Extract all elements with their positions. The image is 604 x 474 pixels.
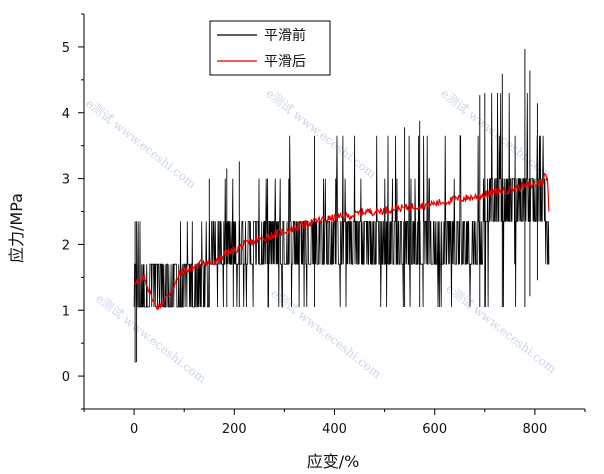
legend-box <box>209 20 331 76</box>
watermark: e测试 www.eceshi.com <box>263 86 380 182</box>
watermark: e测试 www.eceshi.com <box>83 96 200 192</box>
x-tick-label: 200 <box>222 422 247 437</box>
y-tick-label: 2 <box>62 238 70 253</box>
x-tick-label: 400 <box>322 422 347 437</box>
x-axis-title: 应变/% <box>307 452 360 471</box>
y-tick-label: 3 <box>62 173 70 188</box>
y-tick-label: 1 <box>62 304 70 319</box>
legend: 平滑前 平滑后 <box>209 20 331 76</box>
legend-label-after: 平滑后 <box>264 53 306 70</box>
plot-layer <box>133 48 550 363</box>
y-axis-title: 应力/MPa <box>7 193 26 263</box>
series-line-after <box>133 172 550 312</box>
legend-label-before: 平滑前 <box>264 27 306 44</box>
x-tick-label: 0 <box>130 422 138 437</box>
watermark: e测试 www.eceshi.com <box>443 281 560 377</box>
x-tick-label: 800 <box>522 422 547 437</box>
y-tick-label: 4 <box>62 107 70 122</box>
y-tick-label: 0 <box>62 370 70 385</box>
watermark: e测试 www.eceshi.com <box>268 286 385 382</box>
axis-layer: 0 200 400 600 800 0 1 2 3 4 5 <box>62 13 586 437</box>
y-tick-label: 5 <box>62 41 70 56</box>
x-tick-label: 600 <box>422 422 447 437</box>
